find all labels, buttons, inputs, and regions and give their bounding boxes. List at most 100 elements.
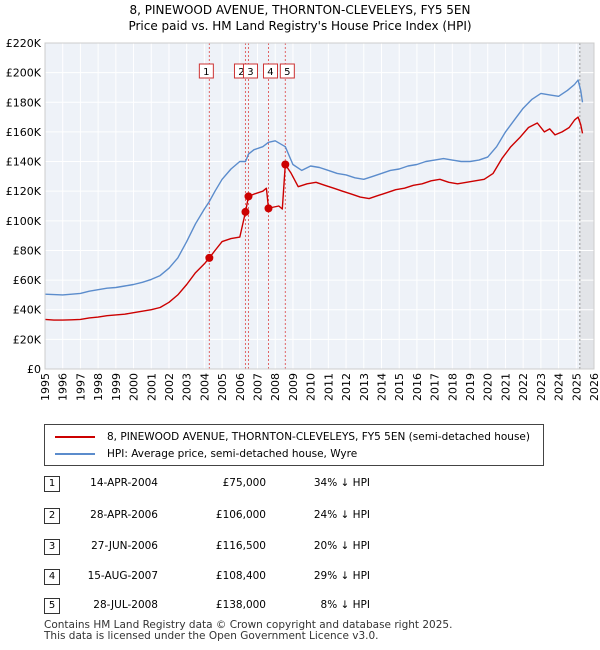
shaded-region <box>579 43 594 369</box>
y-tick-label: £180K <box>6 96 42 109</box>
y-tick-label: £20K <box>13 333 42 346</box>
plot-border <box>44 42 595 370</box>
transaction-hpi: 20% ↓ HPI <box>313 540 370 552</box>
y-tick-label: £160K <box>6 126 42 139</box>
x-tick-label: 2019 <box>464 373 477 401</box>
legend-item-property: 8, PINEWOOD AVENUE, THORNTON-CLEVELEYS, … <box>55 429 530 445</box>
y-tick-label: £140K <box>6 156 42 169</box>
x-tick-label: 2023 <box>535 373 548 401</box>
x-tick-label: 2015 <box>393 373 406 401</box>
transaction-date: 27-JUN-2006 <box>91 540 158 552</box>
y-tick-label: £40K <box>13 304 42 317</box>
y-tick-label: £220K <box>6 37 42 50</box>
transaction-marker-box <box>279 63 295 79</box>
transaction-marker-box <box>262 63 278 79</box>
x-tick-label: 2010 <box>305 373 318 401</box>
transaction-marker-box <box>242 63 258 79</box>
x-tick-label: 2017 <box>429 373 442 401</box>
x-tick-label: 2007 <box>252 373 265 401</box>
transaction-number: 3 <box>44 539 60 555</box>
transaction-point <box>241 207 250 216</box>
x-tick-label: 2003 <box>181 373 194 401</box>
transaction-number: 2 <box>44 508 60 524</box>
transaction-price: £116,500 <box>215 540 266 552</box>
x-tick-label: 2000 <box>128 373 141 401</box>
transaction-marker-label: 5 <box>284 67 290 78</box>
x-tick-label: 2006 <box>234 373 247 401</box>
legend-swatch-property <box>55 436 95 438</box>
transaction-date: 28-APR-2006 <box>90 509 158 521</box>
transaction-row: 5 28-JUL-2008 £138,000 8% ↓ HPI <box>0 596 600 616</box>
x-tick-label: 2001 <box>145 373 158 401</box>
x-tick-label: 2018 <box>446 373 459 401</box>
transaction-number: 1 <box>44 476 60 492</box>
x-tick-label: 1996 <box>57 373 70 401</box>
transaction-price: £75,000 <box>222 477 266 489</box>
price-chart: 8, PINEWOOD AVENUE, THORNTON-CLEVELEYS, … <box>6 3 600 401</box>
transaction-point <box>205 253 214 262</box>
transaction-date: 28-JUL-2008 <box>93 599 158 611</box>
transaction-date: 15-AUG-2007 <box>87 570 158 582</box>
x-tick-label: 2024 <box>553 373 566 401</box>
hpi-line <box>44 79 584 296</box>
transaction-number: 5 <box>44 598 60 614</box>
transaction-price: £108,400 <box>215 570 266 582</box>
transaction-row: 1 14-APR-2004 £75,000 34% ↓ HPI <box>0 474 600 494</box>
transaction-row: 4 15-AUG-2007 £108,400 29% ↓ HPI <box>0 567 600 587</box>
x-tick-label: 2008 <box>269 373 282 401</box>
y-tick-label: £0 <box>27 363 41 376</box>
x-tick-label: 1998 <box>92 373 105 401</box>
transaction-row: 3 27-JUN-2006 £116,500 20% ↓ HPI <box>0 537 600 557</box>
x-tick-label: 2009 <box>287 373 300 401</box>
y-tick-label: £60K <box>13 274 42 287</box>
x-tick-label: 2016 <box>411 373 424 401</box>
transaction-date: 14-APR-2004 <box>90 477 158 489</box>
x-tick-label: 2026 <box>588 373 600 401</box>
x-tick-label: 1997 <box>74 373 87 401</box>
transaction-point <box>281 160 290 169</box>
x-tick-label: 2005 <box>216 373 229 401</box>
x-tick-label: 2013 <box>358 373 371 401</box>
y-tick-label: £100K <box>6 215 42 228</box>
transaction-price: £106,000 <box>215 509 266 521</box>
chart-subtitle: Price paid vs. HM Land Registry's House … <box>128 19 471 33</box>
transaction-row: 2 28-APR-2006 £106,000 24% ↓ HPI <box>0 506 600 526</box>
y-tick-label: £200K <box>6 67 42 80</box>
transaction-point <box>244 192 253 201</box>
transaction-marker-label: 3 <box>247 67 253 78</box>
legend-item-hpi: HPI: Average price, semi-detached house,… <box>55 446 357 462</box>
y-tick-label: £120K <box>6 185 42 198</box>
x-tick-label: 2014 <box>375 373 388 401</box>
transaction-marker-label: 1 <box>203 67 209 78</box>
chart-title: 8, PINEWOOD AVENUE, THORNTON-CLEVELEYS, … <box>130 3 471 17</box>
legend-label-hpi: HPI: Average price, semi-detached house,… <box>107 448 358 460</box>
legend: 8, PINEWOOD AVENUE, THORNTON-CLEVELEYS, … <box>44 424 544 466</box>
transaction-price: £138,000 <box>215 599 266 611</box>
y-tick-label: £80K <box>13 244 42 257</box>
x-tick-label: 2011 <box>322 373 335 401</box>
transaction-marker-label: 4 <box>267 67 273 78</box>
x-tick-label: 1999 <box>110 373 123 401</box>
footer-line-copyright: Contains HM Land Registry data © Crown c… <box>44 619 453 631</box>
transaction-point <box>264 204 273 213</box>
transaction-marker-label: 2 <box>238 67 244 78</box>
legend-label-property: 8, PINEWOOD AVENUE, THORNTON-CLEVELEYS, … <box>107 431 530 443</box>
transaction-hpi: 34% ↓ HPI <box>313 477 370 489</box>
copyright-footer: Contains HM Land Registry data © Crown c… <box>44 620 452 642</box>
transaction-number: 4 <box>44 569 60 585</box>
transaction-hpi: 8% ↓ HPI <box>320 599 370 611</box>
plot-area <box>45 43 594 369</box>
x-tick-label: 2002 <box>163 373 176 401</box>
legend-swatch-hpi <box>55 453 95 455</box>
x-tick-label: 2004 <box>198 373 211 401</box>
x-tick-label: 2012 <box>340 373 353 401</box>
x-tick-label: 2020 <box>482 373 495 401</box>
transaction-hpi: 24% ↓ HPI <box>313 509 370 521</box>
footer-line-licence: This data is licensed under the Open Gov… <box>44 630 379 642</box>
x-tick-label: 2022 <box>517 373 530 401</box>
transaction-hpi: 29% ↓ HPI <box>313 570 370 582</box>
property-price-line <box>44 116 584 321</box>
transaction-marker-box <box>198 63 214 79</box>
x-tick-label: 2025 <box>570 373 583 401</box>
x-tick-label: 1995 <box>39 373 52 401</box>
